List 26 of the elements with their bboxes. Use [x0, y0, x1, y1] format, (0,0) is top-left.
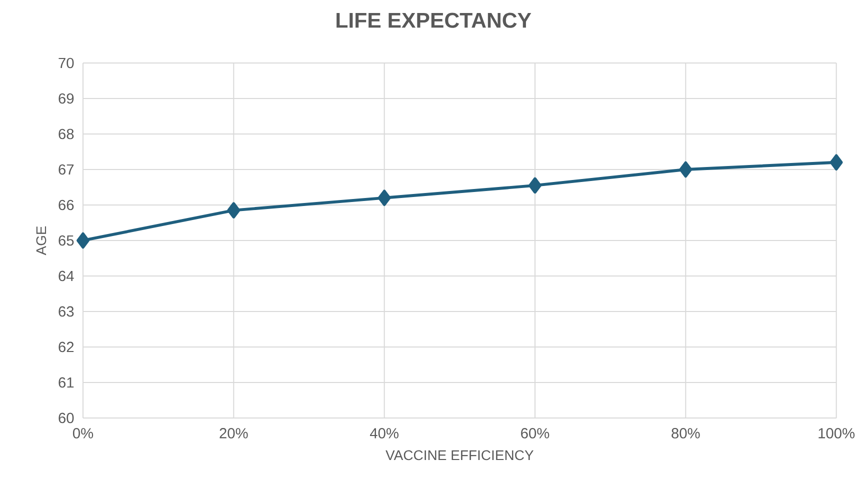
y-axis-title: AGE	[36, 226, 46, 256]
point	[679, 161, 692, 178]
x-tick-label: 40%	[370, 428, 398, 438]
y-tick-label: 70	[58, 58, 74, 68]
y-tick-label: 65	[58, 235, 74, 246]
x-tick-label: 20%	[220, 428, 248, 438]
point	[528, 177, 542, 194]
y-tick-label: 69	[58, 93, 74, 104]
y-tick-label: 61	[58, 377, 74, 388]
point	[227, 202, 240, 218]
x-tick-label: 0%	[72, 428, 94, 438]
y-tick-label: 60	[58, 412, 74, 424]
point	[76, 232, 90, 249]
x-tick-label: 60%	[521, 428, 550, 438]
point	[830, 154, 843, 171]
x-tick-label: 100%	[818, 428, 855, 438]
y-tick-label: 63	[58, 306, 74, 317]
x-axis-title: VACCINE EFFICIENCY	[386, 450, 534, 460]
point	[378, 190, 391, 206]
y-tick-label: 64	[58, 270, 74, 282]
y-tick-label: 68	[58, 128, 74, 140]
y-tick-label: 62	[58, 342, 74, 352]
y-tick-label: 67	[58, 164, 74, 175]
x-tick-label: 80%	[672, 428, 700, 438]
chart-title: LIFE EXPECTANCY	[336, 12, 532, 28]
y-tick-label: 66	[58, 200, 74, 210]
